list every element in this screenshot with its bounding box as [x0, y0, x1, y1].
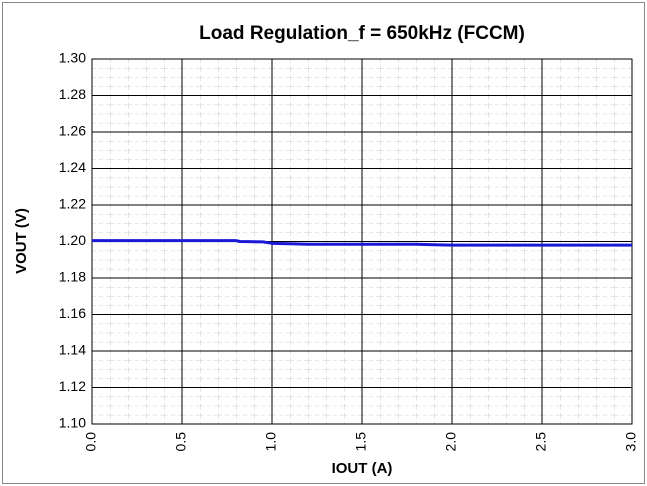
- y-tick-label: 1.12: [59, 378, 86, 394]
- y-tick-label: 1.16: [59, 305, 86, 321]
- x-tick-label: 2.0: [443, 432, 459, 452]
- y-tick-label: 1.18: [59, 269, 86, 285]
- chart-title: Load Regulation_f = 650kHz (FCCM): [199, 23, 525, 44]
- x-axis-label: IOUT (A): [332, 460, 393, 477]
- data-line: [92, 239, 632, 247]
- y-tick-label: 1.24: [59, 159, 86, 175]
- x-tick-label: 3.0: [623, 432, 639, 452]
- y-tick-label: 1.30: [59, 50, 86, 66]
- y-tick-label: 1.28: [59, 86, 86, 102]
- x-tick-label: 1.5: [353, 432, 369, 452]
- x-tick-label: 0.0: [83, 432, 99, 452]
- y-axis-label: VOUT (V): [13, 208, 30, 274]
- y-tick-label: 1.26: [59, 123, 86, 139]
- y-tick-label: 1.22: [59, 196, 86, 212]
- x-tick-label: 1.0: [263, 432, 279, 452]
- y-tick-label: 1.10: [59, 415, 86, 431]
- y-tick-label: 1.20: [59, 232, 86, 248]
- x-tick-label: 2.5: [533, 432, 549, 452]
- x-tick-label: 0.5: [173, 432, 189, 452]
- y-tick-label: 1.14: [59, 342, 86, 358]
